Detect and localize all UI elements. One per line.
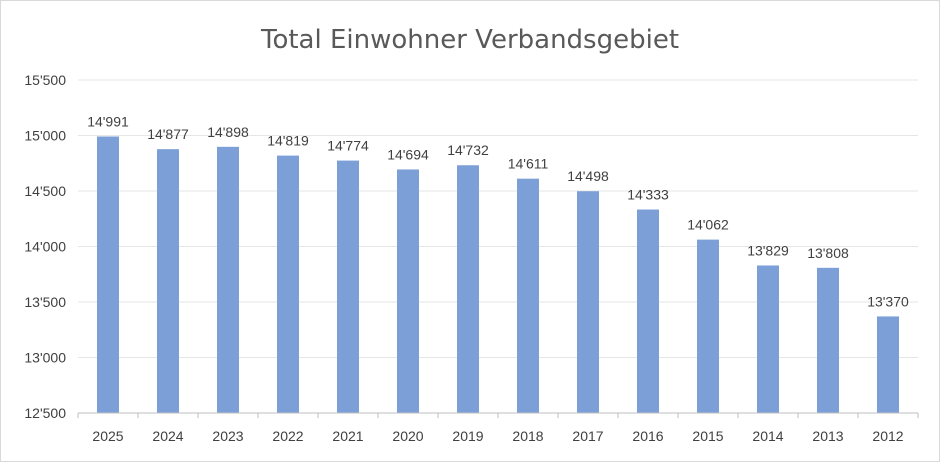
data-label-2017: 14'498 <box>567 168 609 184</box>
gridlines <box>78 79 918 358</box>
x-tick-label-2024: 2024 <box>152 428 183 444</box>
bar-2021 <box>337 160 359 413</box>
bar-2015 <box>697 239 719 413</box>
y-tick-label: 14'000 <box>24 239 66 255</box>
data-label-2018: 14'611 <box>508 156 549 172</box>
y-tick-label: 14'500 <box>24 183 66 199</box>
x-tick-label-2023: 2023 <box>212 428 243 444</box>
x-tick-label-2018: 2018 <box>512 428 543 444</box>
bar-2024 <box>157 149 179 413</box>
y-axis-ticks: 12'500 13'000 13'500 14'000 14'500 15'000 15'5… <box>24 72 66 421</box>
x-axis-ticks: 2025 2024 2023 2022 2021 2020 2019 2018 2017 2016… <box>92 428 903 444</box>
x-tick-label-2016: 2016 <box>632 428 663 444</box>
data-label-2023: 14'898 <box>207 124 249 140</box>
bar-2016 <box>637 209 659 413</box>
x-tick-label-2012: 2012 <box>872 428 903 444</box>
bar-2025 <box>97 136 119 413</box>
bar-2020 <box>397 169 419 413</box>
data-label-2013: 13'808 <box>807 245 849 261</box>
bar-2023 <box>217 146 239 413</box>
data-label-2025: 14'991 <box>87 113 129 129</box>
chart-title: Total Einwohner Verbandsgebiet <box>260 25 679 55</box>
x-axis <box>77 412 919 418</box>
y-tick-label: 15'500 <box>24 72 66 88</box>
x-tick-label-2015: 2015 <box>692 428 723 444</box>
x-tick-label-2022: 2022 <box>272 428 303 444</box>
data-label-2015: 14'062 <box>687 217 729 233</box>
bar-2019 <box>457 165 479 413</box>
y-tick-label: 13'500 <box>24 294 66 310</box>
x-tick-label-2014: 2014 <box>752 428 783 444</box>
bar-2017 <box>577 191 599 413</box>
bar-2013 <box>817 267 839 413</box>
data-labels: 14'991 14'877 14'898 14'819 14'774 14'694 14'7… <box>87 113 909 309</box>
data-label-2012: 13'370 <box>867 293 909 309</box>
data-label-2014: 13'829 <box>747 242 789 258</box>
bar-2022 <box>277 155 299 413</box>
data-label-2024: 14'877 <box>147 126 189 142</box>
x-tick-label-2013: 2013 <box>812 428 843 444</box>
bar-2012 <box>877 316 899 413</box>
x-tick-label-2020: 2020 <box>392 428 423 444</box>
bar-2018 <box>517 178 539 413</box>
data-label-2022: 14'819 <box>267 133 309 149</box>
bars <box>97 136 899 413</box>
y-tick-label: 13'000 <box>24 350 66 366</box>
x-tick-label-2017: 2017 <box>572 428 603 444</box>
data-label-2019: 14'732 <box>447 142 489 158</box>
y-tick-label: 12'500 <box>24 405 66 421</box>
x-tick-label-2019: 2019 <box>452 428 483 444</box>
bar-2014 <box>757 265 779 413</box>
data-label-2021: 14'774 <box>327 138 369 154</box>
data-label-2020: 14'694 <box>387 146 429 162</box>
x-tick-label-2025: 2025 <box>92 428 123 444</box>
data-label-2016: 14'333 <box>627 187 669 203</box>
y-tick-label: 15'000 <box>24 128 66 144</box>
x-tick-label-2021: 2021 <box>332 428 363 444</box>
